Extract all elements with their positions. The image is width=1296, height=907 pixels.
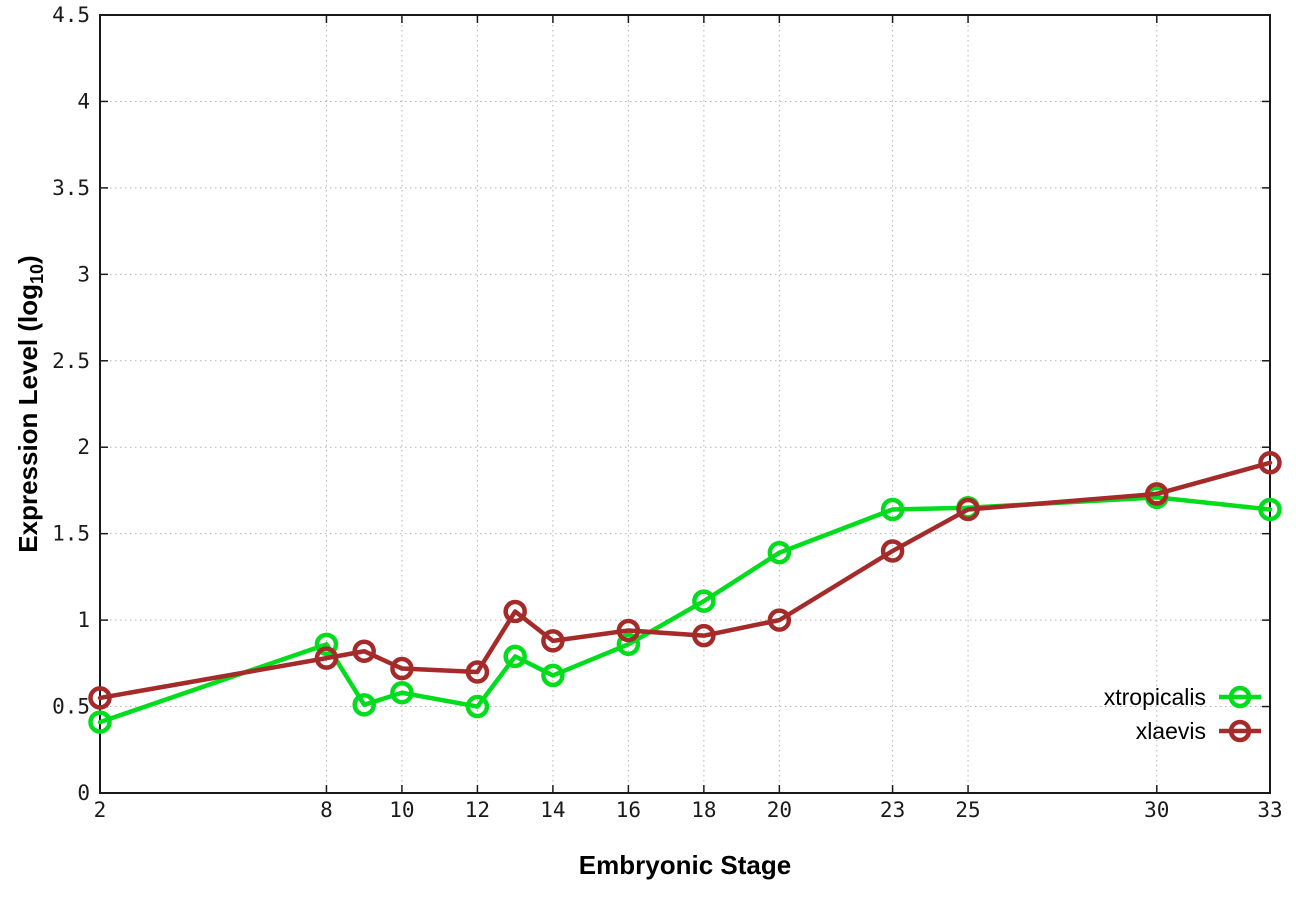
data-point-xtropicalis: [390, 680, 414, 705]
legend-label-xlaevis: xlaevis: [1135, 717, 1206, 744]
y-tick-label: 0.5: [52, 695, 90, 719]
y-axis-title-subscript: 10: [27, 263, 47, 284]
data-point-xlaevis: [616, 618, 641, 643]
y-axis-title-close: ): [13, 255, 43, 264]
data-point-xlaevis: [1258, 451, 1282, 475]
data-point-xlaevis: [767, 608, 792, 632]
data-point-xlaevis: [352, 639, 376, 663]
data-point-xlaevis: [465, 660, 490, 684]
x-tick-label: 2: [94, 798, 107, 822]
legend-marker-xtropicalis: [1219, 685, 1261, 709]
x-tick-label: 18: [691, 798, 716, 822]
x-tick-label: 33: [1257, 798, 1282, 822]
data-point-xtropicalis: [465, 694, 490, 719]
legend: xtropicalis xlaevis: [1104, 681, 1262, 747]
y-tick-label: 3: [77, 262, 90, 286]
x-tick-label: 8: [320, 798, 333, 822]
data-point-xtropicalis: [88, 710, 112, 734]
data-point-xlaevis: [956, 497, 980, 522]
data-point-xtropicalis: [767, 540, 792, 565]
legend-entry-xtropicalis: xtropicalis: [1104, 681, 1262, 713]
x-tick-label: 30: [1144, 798, 1169, 822]
series-line-xtropicalis: [97, 495, 1273, 725]
y-tick-label: 3.5: [52, 176, 90, 200]
x-tick-label: 16: [616, 798, 641, 822]
y-axis-title: Expression Level (log10): [8, 154, 48, 654]
data-point-xtropicalis: [503, 644, 527, 669]
data-point-xtropicalis: [314, 632, 339, 657]
y-tick-label: 2: [77, 435, 90, 459]
data-point-xlaevis: [541, 629, 565, 653]
legend-entry-xlaevis: xlaevis: [1104, 715, 1262, 747]
data-point-xlaevis: [692, 623, 716, 648]
y-tick-label: 4: [77, 89, 90, 113]
data-point-xlaevis: [390, 656, 414, 681]
y-tick-label: 1.5: [52, 522, 90, 546]
data-point-xtropicalis: [541, 663, 565, 688]
x-tick-label: 12: [465, 798, 490, 822]
legend-label-xtropicalis: xtropicalis: [1103, 683, 1206, 710]
y-tick-label: 1: [77, 608, 90, 632]
data-point-xlaevis: [88, 686, 112, 710]
plot-border: [99, 14, 1271, 794]
data-point-xtropicalis: [1258, 497, 1282, 522]
y-tick-label: 0: [77, 781, 90, 805]
data-point-xtropicalis: [692, 589, 716, 613]
legend-marker-xlaevis: [1219, 719, 1261, 743]
y-axis-title-main: Expression Level (log: [13, 283, 43, 553]
y-tick-label: 2.5: [52, 349, 90, 373]
x-tick-label: 23: [880, 798, 905, 822]
x-tick-label: 14: [540, 798, 565, 822]
data-point-xtropicalis: [616, 632, 641, 657]
y-tick-label: 4.5: [52, 3, 90, 27]
series-line-xlaevis: [97, 460, 1273, 701]
x-tick-label: 25: [955, 798, 980, 822]
data-point-xlaevis: [1145, 482, 1169, 506]
x-tick-label: 10: [389, 798, 414, 822]
x-axis-title: Embryonic Stage: [578, 850, 792, 880]
data-point-xlaevis: [503, 599, 527, 624]
data-point-xtropicalis: [352, 693, 376, 717]
data-point-xlaevis: [314, 646, 339, 670]
data-point-xtropicalis: [880, 497, 905, 522]
data-point-xlaevis: [880, 539, 905, 563]
x-tick-label: 20: [767, 798, 792, 822]
